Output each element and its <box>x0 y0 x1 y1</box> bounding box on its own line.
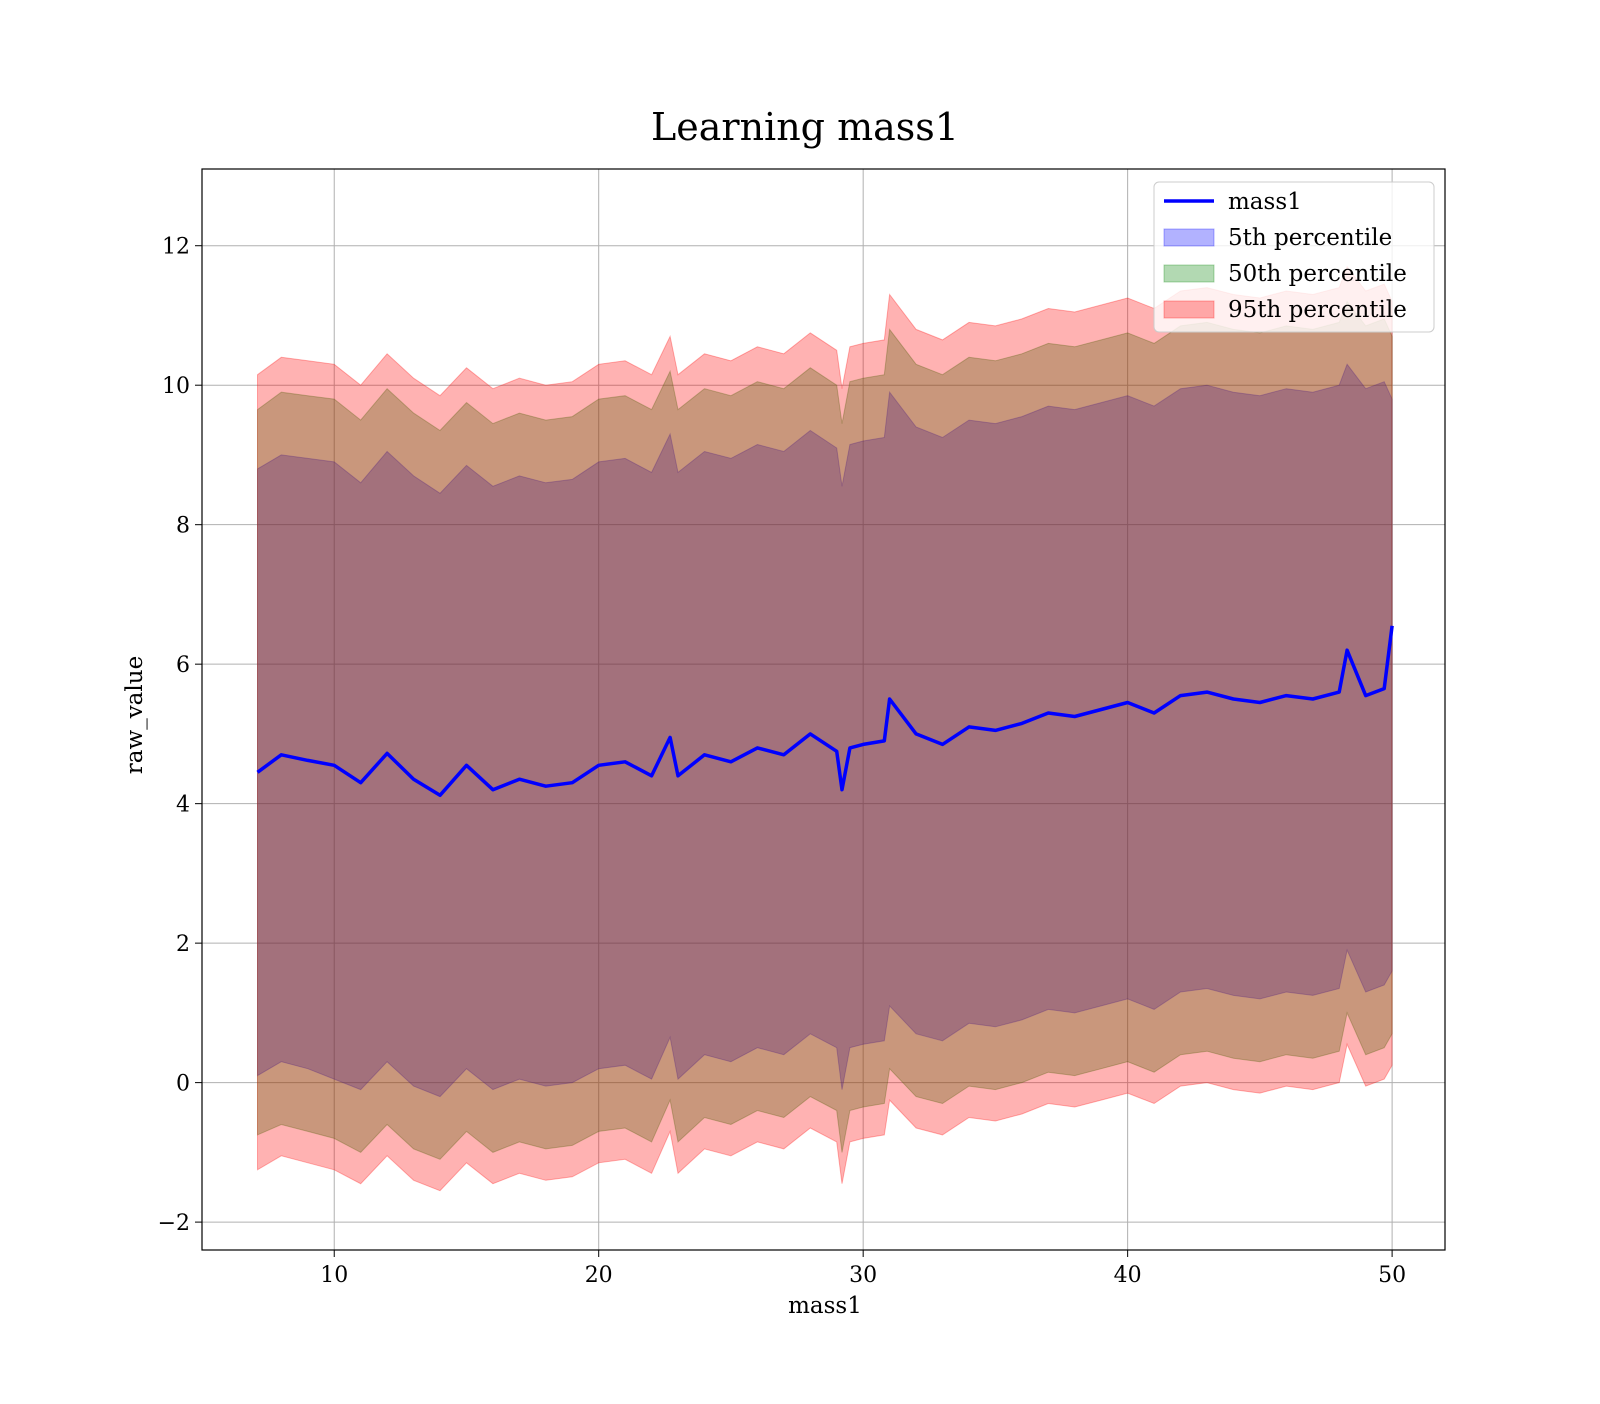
legend-label: mass1 <box>1228 189 1302 215</box>
plot-area-frame <box>201 168 1446 1251</box>
y-tick-label: 6 <box>176 653 190 678</box>
x-tick-label: 40 <box>1114 1263 1142 1288</box>
x-tick-label: 10 <box>320 1263 348 1288</box>
series-lines <box>256 625 1394 798</box>
legend-label: 50th percentile <box>1228 261 1407 287</box>
legend-band-swatch <box>1163 300 1215 319</box>
grid-lines <box>202 169 1445 1250</box>
x-tick-label: 20 <box>585 1263 613 1288</box>
legend-label: 5th percentile <box>1228 225 1392 251</box>
legend-label: 95th percentile <box>1228 297 1407 323</box>
y-tick-label: 12 <box>162 235 190 260</box>
x-tick-label: 50 <box>1378 1263 1406 1288</box>
band-50th-percentile <box>257 300 1393 1160</box>
legend-band-swatch <box>1163 228 1215 247</box>
y-tick-label: 10 <box>162 374 190 399</box>
axis-ticks: 10 20 30 40 50 −2 0 2 4 6 8 10 12 <box>158 235 1407 1288</box>
legend: mass1 5th percentile 50th percentile 95th p… <box>1153 181 1435 333</box>
band-5th-percentile <box>257 363 1393 1098</box>
x-tick-label: 30 <box>849 1263 877 1288</box>
percentile-bands <box>257 265 1393 1192</box>
legend-band-swatch <box>1163 264 1215 283</box>
series-line-mass1 <box>256 625 1394 798</box>
legend-box <box>1153 181 1435 333</box>
y-tick-label: 0 <box>176 1072 190 1097</box>
y-tick-label: −2 <box>158 1211 190 1236</box>
chart-title: Learning mass1 <box>651 105 959 149</box>
y-tick-label: 4 <box>176 793 190 818</box>
band-95th-percentile <box>257 265 1393 1192</box>
x-axis-label: mass1 <box>788 1293 862 1319</box>
y-axis-label: raw_value <box>122 656 148 774</box>
y-tick-label: 8 <box>176 514 190 539</box>
y-tick-label: 2 <box>176 932 190 957</box>
